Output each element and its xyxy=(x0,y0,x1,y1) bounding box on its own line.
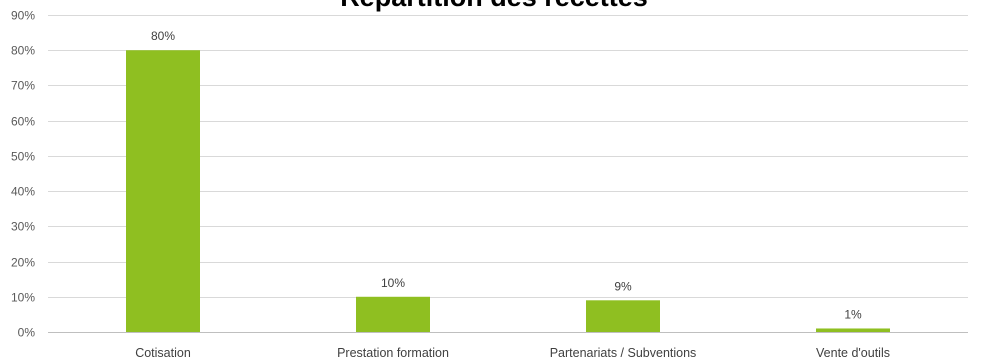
x-category-label: Partenariats / Subventions xyxy=(550,346,697,360)
y-tick-label: 0% xyxy=(18,326,36,340)
bars xyxy=(126,50,890,332)
bar xyxy=(816,328,890,332)
data-labels: 80% 10% 9% 1% xyxy=(151,29,862,321)
x-axis-category-labels: Cotisation Prestation formation Partenaria… xyxy=(135,346,890,360)
y-tick-label: 40% xyxy=(11,185,35,199)
y-tick-label: 60% xyxy=(11,115,35,129)
bar xyxy=(586,300,660,332)
data-label: 10% xyxy=(381,276,405,290)
data-label: 80% xyxy=(151,29,175,43)
y-tick-label: 30% xyxy=(11,220,35,234)
x-category-label: Prestation formation xyxy=(337,346,449,360)
y-tick-label: 70% xyxy=(11,79,35,93)
y-tick-label: 90% xyxy=(11,9,35,23)
y-tick-label: 20% xyxy=(11,256,35,270)
gridlines xyxy=(48,15,968,333)
y-tick-label: 80% xyxy=(11,44,35,58)
x-category-label: Cotisation xyxy=(135,346,191,360)
y-tick-label: 10% xyxy=(11,291,35,305)
y-axis-tick-labels: 0% 10% 20% 30% 40% 50% 60% 70% 80% 90% xyxy=(11,9,35,340)
data-label: 9% xyxy=(614,279,632,293)
y-tick-label: 50% xyxy=(11,150,35,164)
bar xyxy=(126,50,200,332)
data-label: 1% xyxy=(844,307,862,321)
x-category-label: Vente d'outils xyxy=(816,346,890,360)
bar xyxy=(356,296,430,332)
